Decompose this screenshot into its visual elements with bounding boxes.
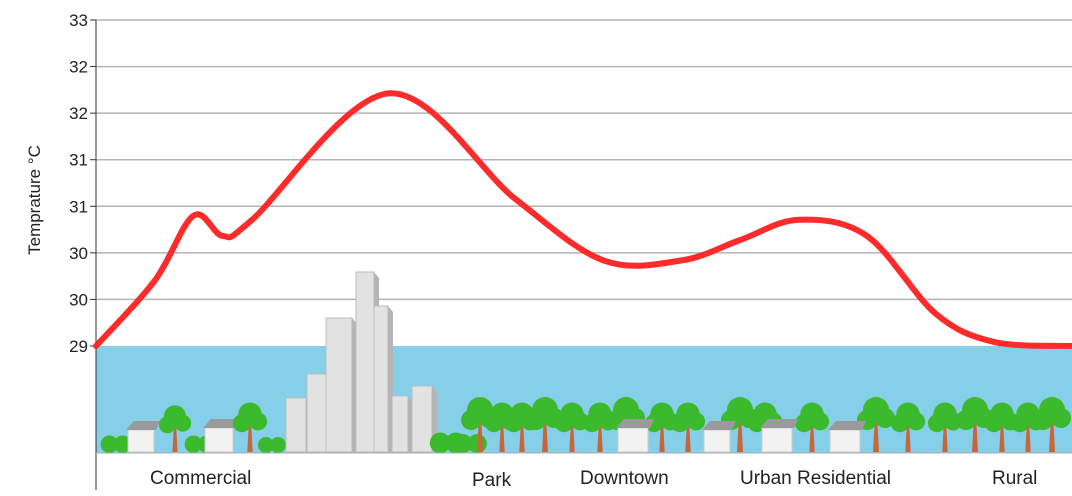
- y-ticks: 33 32 32 31 31 30 30 29: [69, 11, 96, 356]
- tree-icon: [794, 402, 830, 452]
- tree-icon: [890, 402, 926, 452]
- house-icon: [203, 419, 239, 453]
- bush-icon: [258, 437, 286, 453]
- tree-icon: [232, 402, 268, 452]
- house-icon: [126, 421, 160, 453]
- category-labels: Commercial Park Downtown Urban Residenti…: [150, 468, 1037, 491]
- tree-icon: [526, 397, 564, 452]
- tree-icon: [984, 402, 1020, 452]
- y-tick-label: 30: [69, 290, 88, 309]
- tree-icon: [956, 397, 994, 452]
- y-tick-label: 31: [69, 197, 88, 216]
- y-tick-label: 32: [69, 58, 88, 77]
- building-icon: [373, 305, 393, 453]
- building-icon: [391, 395, 413, 453]
- tree-icon: [1010, 402, 1046, 452]
- y-tick-label: 30: [69, 244, 88, 263]
- y-axis-label: Temprature °C: [25, 145, 44, 255]
- landscape-illustration: [100, 271, 1071, 454]
- tree-icon: [158, 405, 192, 452]
- y-tick-label: 29: [69, 337, 88, 356]
- y-tick-label: 33: [69, 11, 88, 30]
- sky-band: [96, 346, 1072, 453]
- category-label-commercial: Commercial: [150, 468, 251, 489]
- category-label-park: Park: [472, 470, 512, 491]
- house-icon: [702, 421, 736, 453]
- y-tick-label: 32: [69, 104, 88, 123]
- category-label-downtown: Downtown: [580, 468, 669, 489]
- gridlines: [96, 19, 1072, 301]
- house-icon: [616, 419, 654, 453]
- y-tick-label: 31: [69, 151, 88, 170]
- temperature-line: [93, 90, 1072, 349]
- building-icon: [411, 385, 437, 453]
- tree-icon: [554, 402, 590, 452]
- category-label-urban-residential: Urban Residential: [740, 468, 891, 489]
- tree-icon: [670, 402, 706, 452]
- house-icon: [760, 419, 798, 453]
- building-icon: [325, 317, 357, 453]
- bush-icon: [100, 435, 132, 454]
- house-icon: [828, 421, 866, 453]
- tree-icon: [1033, 397, 1071, 452]
- category-label-rural: Rural: [992, 468, 1037, 489]
